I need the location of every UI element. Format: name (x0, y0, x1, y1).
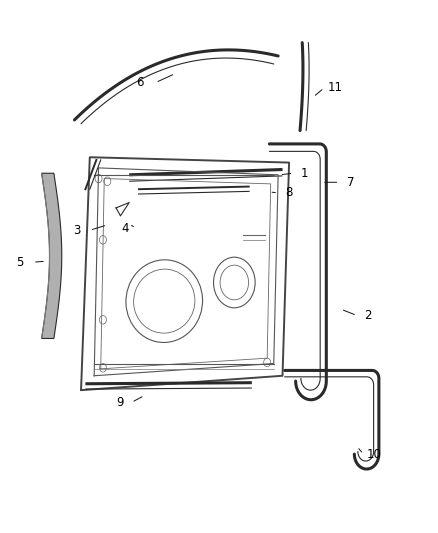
Text: 11: 11 (328, 82, 343, 94)
Polygon shape (42, 173, 62, 338)
Text: 1: 1 (300, 167, 308, 180)
Text: 3: 3 (73, 224, 80, 237)
Text: 8: 8 (286, 187, 293, 199)
Text: 9: 9 (117, 396, 124, 409)
Text: 6: 6 (136, 76, 144, 89)
Text: 7: 7 (346, 176, 354, 189)
Text: 5: 5 (16, 256, 23, 269)
Text: 2: 2 (364, 309, 372, 322)
Text: 4: 4 (121, 222, 129, 235)
Text: 10: 10 (367, 448, 382, 461)
